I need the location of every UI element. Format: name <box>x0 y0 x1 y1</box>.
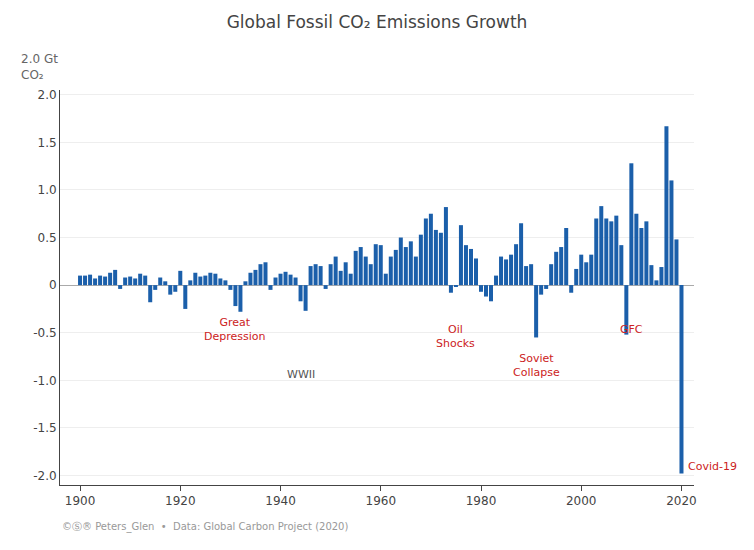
svg-text:1.5: 1.5 <box>38 136 57 150</box>
svg-text:-0.5: -0.5 <box>33 326 56 340</box>
svg-text:2020: 2020 <box>666 494 697 508</box>
svg-text:1.0: 1.0 <box>38 183 57 197</box>
svg-text:Global Fossil CO₂ Emissions Gr: Global Fossil CO₂ Emissions Growth <box>227 12 528 32</box>
svg-text:-1.0: -1.0 <box>33 374 56 388</box>
svg-text:-1.5: -1.5 <box>33 421 56 435</box>
svg-text:2.0: 2.0 <box>38 88 57 102</box>
svg-text:Covid-19: Covid-19 <box>688 460 737 473</box>
svg-text:0: 0 <box>49 278 57 292</box>
svg-text:SovietCollapse: SovietCollapse <box>513 352 560 379</box>
svg-text:1940: 1940 <box>265 494 296 508</box>
svg-text:-2.0: -2.0 <box>33 469 56 483</box>
svg-text:WWII: WWII <box>287 368 315 381</box>
svg-text:1920: 1920 <box>165 494 196 508</box>
svg-text:0.5: 0.5 <box>38 231 57 245</box>
svg-text:©Ⓢ® Peters_Glen • Data: Glob: ©Ⓢ® Peters_Glen • Data: Global Carbon Pr… <box>62 521 348 533</box>
svg-text:2.0 GtCO₂: 2.0 GtCO₂ <box>21 52 58 82</box>
svg-text:2000: 2000 <box>566 494 597 508</box>
svg-text:GFC: GFC <box>620 323 643 336</box>
svg-text:OilShocks: OilShocks <box>436 323 475 350</box>
svg-text:GreatDepression: GreatDepression <box>204 316 266 343</box>
svg-text:1960: 1960 <box>365 494 396 508</box>
svg-text:1900: 1900 <box>65 494 96 508</box>
svg-text:1980: 1980 <box>466 494 497 508</box>
